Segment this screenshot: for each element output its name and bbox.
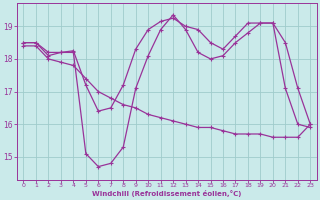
X-axis label: Windchill (Refroidissement éolien,°C): Windchill (Refroidissement éolien,°C) — [92, 190, 242, 197]
